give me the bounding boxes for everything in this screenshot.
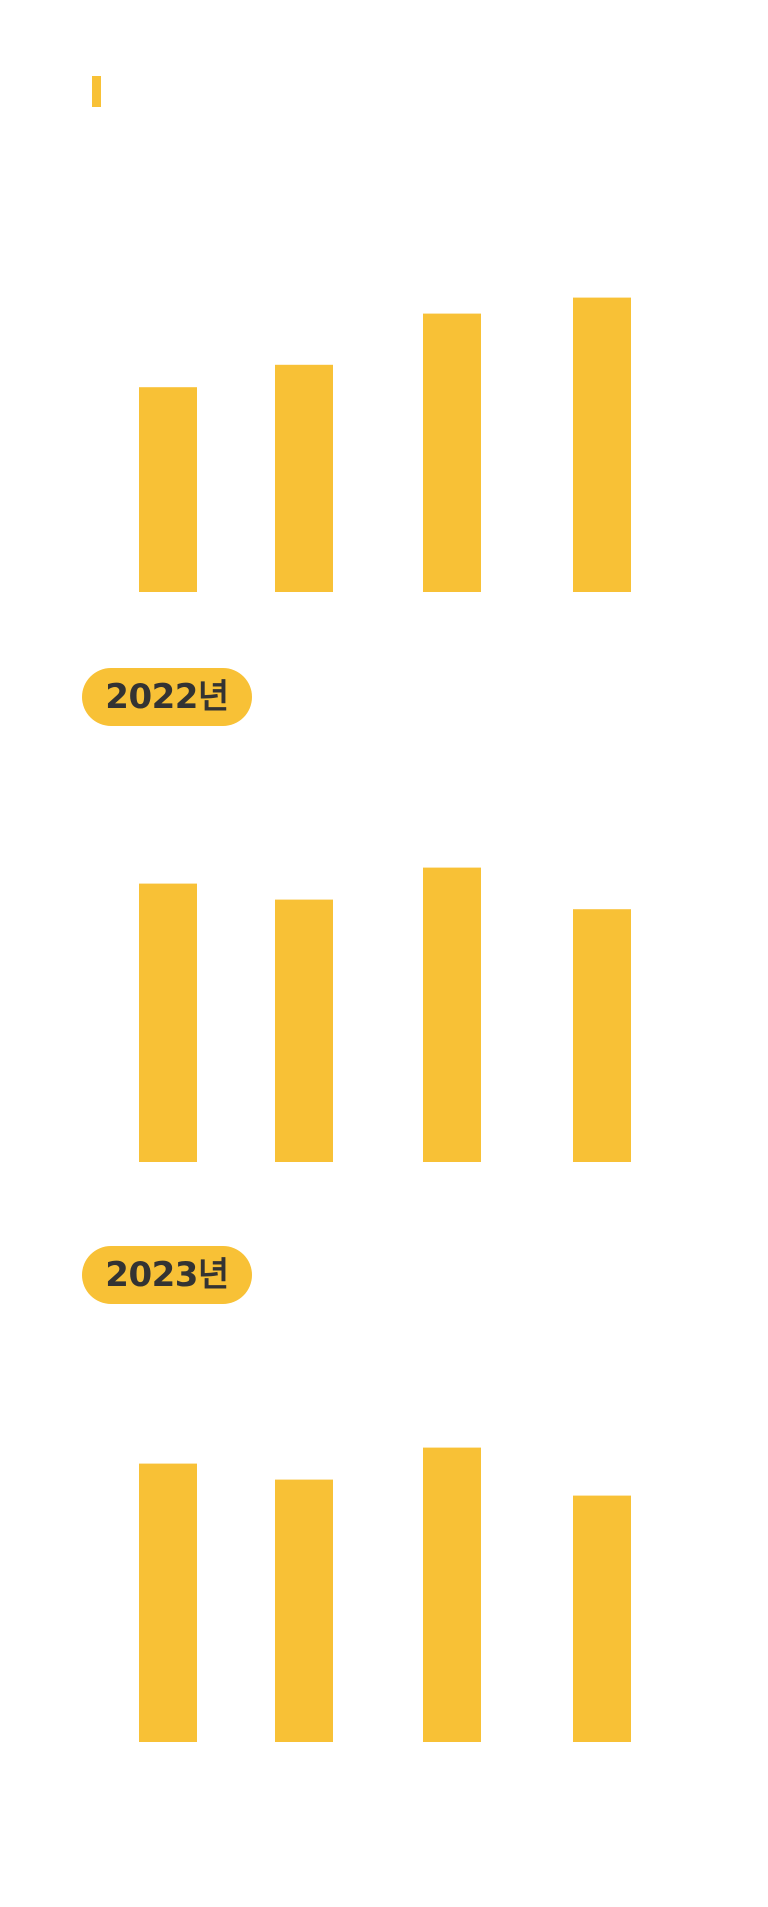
chart-3-bar-4	[573, 1495, 631, 1742]
chart-1-bar-1	[139, 387, 197, 592]
chart-2-bar-2	[275, 899, 333, 1162]
bar-chart-2	[139, 867, 631, 1162]
chart-1-bar-3	[423, 313, 481, 592]
bar-chart-1	[139, 297, 631, 592]
chart-2-bar-1	[139, 883, 197, 1162]
bar-chart-3	[139, 1447, 631, 1742]
chart-1-bar-2	[275, 364, 333, 592]
year-pill-2023: 2023년	[82, 1246, 252, 1304]
year-pill-2022: 2022년	[82, 668, 252, 726]
chart-2-bar-4	[573, 909, 631, 1162]
chart-3-bar-2	[275, 1479, 333, 1742]
chart-1-bar-4	[573, 297, 631, 592]
chart-3-bar-3	[423, 1447, 481, 1742]
chart-3-bar-1	[139, 1463, 197, 1742]
section-accent-mark	[92, 76, 101, 107]
chart-2-bar-3	[423, 867, 481, 1162]
